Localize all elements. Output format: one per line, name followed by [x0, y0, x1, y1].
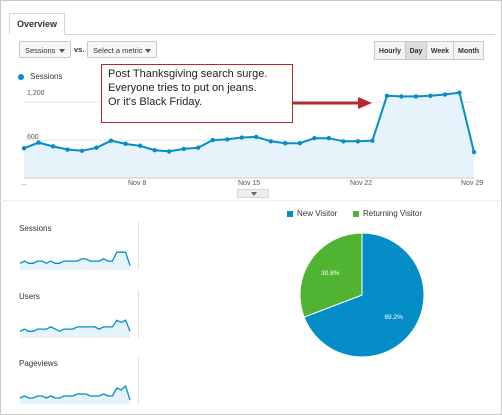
series-area: [24, 92, 474, 178]
sparkline-area: [20, 252, 130, 270]
compare-select-label: Select a metric: [93, 46, 143, 55]
data-point[interactable]: [384, 93, 390, 99]
series-line: [23, 91, 475, 153]
sparkline-line: [19, 319, 131, 333]
annotation-line: Or it's Black Friday.: [108, 96, 203, 108]
data-point[interactable]: [442, 92, 448, 97]
annotation-arrow: [292, 97, 372, 109]
tab-bar: Overview: [9, 13, 495, 35]
pageviews-sparkline: [19, 384, 131, 404]
metric-select[interactable]: Sessions: [19, 41, 71, 58]
data-point[interactable]: [94, 145, 99, 150]
data-point[interactable]: [370, 138, 375, 143]
pageviews-metric-label[interactable]: Pageviews: [19, 359, 58, 368]
data-point[interactable]: [152, 147, 157, 153]
chevron-down-icon: [59, 49, 65, 53]
chevron-down-icon: [145, 49, 151, 53]
pie-slice-label: 69.2%: [384, 314, 403, 321]
data-point[interactable]: [413, 94, 419, 99]
data-point[interactable]: [254, 134, 259, 140]
data-point[interactable]: [225, 137, 230, 142]
y-tick-label: 1,200: [27, 90, 45, 97]
data-point[interactable]: [326, 135, 332, 141]
data-point[interactable]: [283, 141, 288, 146]
legend-series-label: Sessions: [30, 72, 63, 81]
chart-legend[interactable]: Sessions: [18, 72, 62, 81]
sparkline-line: [19, 384, 131, 401]
pie-legend-label: Returning Visitor: [363, 209, 422, 218]
divider: [138, 357, 139, 405]
month-button[interactable]: Month: [453, 41, 484, 60]
divider: [138, 290, 139, 338]
data-point[interactable]: [137, 143, 143, 148]
visitor-pie-chart: 69.2% 30.8%: [299, 232, 425, 358]
data-point[interactable]: [239, 135, 244, 140]
data-point[interactable]: [65, 147, 70, 152]
metric-select-label: Sessions: [25, 46, 56, 55]
granularity-buttons: Hourly Day Week Month: [374, 41, 484, 60]
data-point[interactable]: [268, 139, 273, 144]
annotation-line: Post Thanksgiving search surge.: [108, 68, 268, 80]
data-point[interactable]: [428, 93, 433, 99]
data-point[interactable]: [181, 146, 186, 152]
data-point[interactable]: [297, 141, 303, 146]
x-tick-label: Nov 8: [128, 180, 147, 187]
data-point[interactable]: [123, 141, 128, 147]
data-point[interactable]: [36, 140, 41, 145]
tab-overview[interactable]: Overview: [9, 13, 66, 35]
chevron-down-icon: [251, 192, 257, 196]
sparkline-line: [19, 251, 131, 266]
pie-slice[interactable]: [299, 232, 363, 318]
users-sparkline: [19, 319, 131, 338]
data-point[interactable]: [471, 149, 477, 155]
y-tick-label: 600: [27, 134, 39, 141]
sparkline-area: [20, 320, 130, 338]
legend-swatch-icon: [353, 210, 359, 217]
x-tick-label: ...: [21, 180, 27, 187]
legend-dot-icon: [18, 73, 24, 80]
sessions-chart: [21, 90, 477, 179]
data-point[interactable]: [399, 94, 404, 99]
x-tick-label: Nov 22: [350, 180, 373, 187]
data-point[interactable]: [108, 138, 114, 143]
pie-legend-returning-visitor[interactable]: Returning Visitor: [353, 209, 422, 218]
data-point[interactable]: [312, 135, 317, 141]
legend-swatch-icon: [287, 210, 293, 217]
annotation-callout: Post Thanksgiving search surge. Everyone…: [101, 64, 293, 123]
pie-legend-label: New Visitor: [297, 209, 338, 218]
vs-label: vs.: [74, 45, 85, 54]
data-point[interactable]: [79, 148, 85, 154]
data-point[interactable]: [166, 149, 172, 154]
pie-legend-new-visitor[interactable]: New Visitor: [287, 209, 337, 218]
compare-metric-select[interactable]: Select a metric: [87, 41, 157, 58]
x-tick-label: Nov 15: [238, 180, 261, 187]
data-point[interactable]: [195, 145, 201, 150]
divider: [0, 200, 500, 201]
divider: [138, 222, 139, 270]
data-point[interactable]: [50, 144, 56, 149]
users-metric-label[interactable]: Users: [19, 292, 40, 301]
data-point[interactable]: [210, 137, 215, 143]
annotation-line: Everyone tries to put on jeans.: [108, 82, 257, 94]
pie-slice[interactable]: [303, 232, 425, 358]
data-point[interactable]: [355, 139, 361, 144]
chart-resize-handle[interactable]: [237, 189, 269, 198]
sessions-metric-label[interactable]: Sessions: [19, 224, 52, 233]
data-point[interactable]: [21, 146, 27, 151]
pie-slice-label: 30.8%: [321, 270, 340, 277]
data-point[interactable]: [457, 90, 462, 95]
sessions-sparkline: [19, 251, 131, 270]
x-tick-label: Nov 29: [461, 180, 484, 187]
data-point[interactable]: [341, 139, 346, 144]
